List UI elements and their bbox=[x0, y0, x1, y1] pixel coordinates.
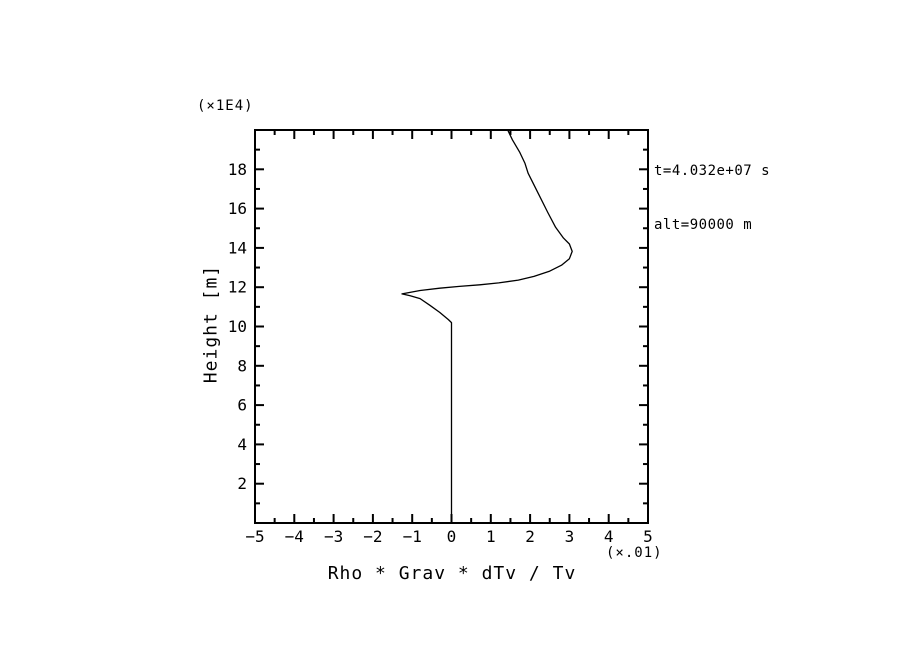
y-tick-label: 2 bbox=[237, 474, 247, 493]
x-tick-label: 4 bbox=[604, 527, 614, 546]
y-axis-scale-label: (×1E4) bbox=[197, 98, 254, 114]
profile-curve bbox=[401, 129, 573, 524]
x-tick-label: 3 bbox=[565, 527, 575, 546]
x-tick-label: 2 bbox=[525, 527, 535, 546]
y-tick-label: 8 bbox=[237, 356, 247, 375]
x-tick-label: −5 bbox=[245, 527, 264, 546]
x-tick-label: −2 bbox=[363, 527, 382, 546]
annotation-time: t=4.032e+07 s bbox=[654, 163, 771, 179]
x-tick-label: −1 bbox=[403, 527, 422, 546]
y-axis-title: Height [m] bbox=[200, 264, 222, 384]
annotation-altitude: alt=90000 m bbox=[654, 217, 753, 233]
y-tick-label: 18 bbox=[228, 160, 247, 179]
x-tick-label: 5 bbox=[643, 527, 653, 546]
y-tick-label: 12 bbox=[228, 278, 247, 297]
y-tick-label: 4 bbox=[237, 435, 247, 454]
y-tick-label: 14 bbox=[228, 238, 247, 257]
x-axis-scale-label: (×.01) bbox=[606, 545, 663, 561]
annotation-block: t=4.032e+07 s alt=90000 m bbox=[654, 126, 770, 270]
y-tick-label: 16 bbox=[228, 199, 247, 218]
x-axis-title: Rho * Grav * dTv / Tv bbox=[327, 563, 577, 584]
x-tick-label: −4 bbox=[285, 527, 304, 546]
x-tick-label: 1 bbox=[486, 527, 496, 546]
y-tick-label: 10 bbox=[228, 317, 247, 336]
y-tick-label: 6 bbox=[237, 396, 247, 415]
x-tick-label: −3 bbox=[324, 527, 343, 546]
x-tick-label: 0 bbox=[447, 527, 457, 546]
